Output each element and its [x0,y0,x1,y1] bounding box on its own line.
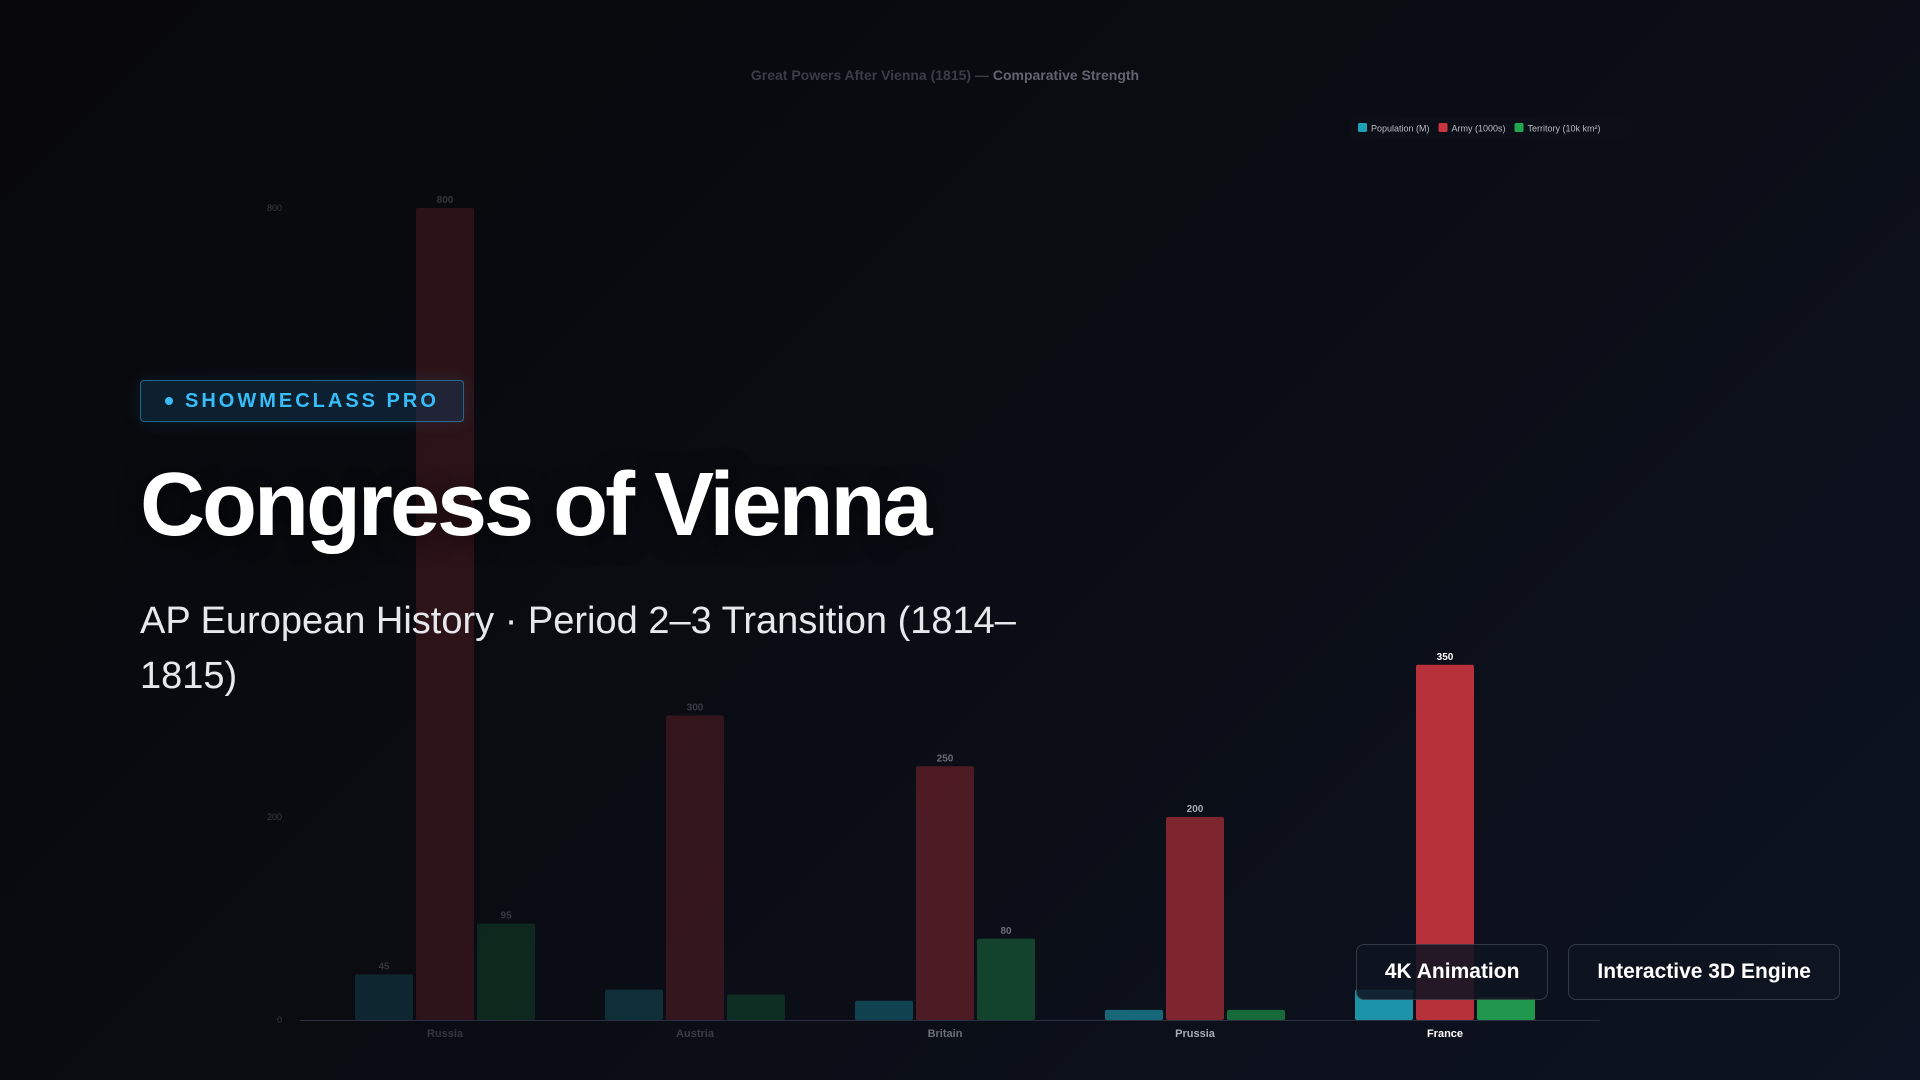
hero-overlay: SHOWMECLASS PRO Congress of Vienna AP Eu… [140,380,1040,704]
page-title: Congress of Vienna [140,455,933,555]
legend-swatch [1438,123,1448,132]
category-label: France [1427,1028,1463,1040]
bar-austria-population [605,989,663,1020]
interactive-3d-engine-button[interactable]: Interactive 3D Engine [1568,944,1840,1000]
legend-label: Territory (10k km²) [1528,124,1601,134]
value-label: 45 [378,961,390,972]
bar-russia-army [416,208,474,1020]
brand-badge: SHOWMECLASS PRO [140,380,464,422]
4k-animation-button[interactable]: 4K Animation [1355,944,1549,1000]
chart-bars: 45 800 95 300 250 80 200 350 [355,195,1535,1020]
legend-swatch [1514,123,1524,132]
bar-austria-territory [727,994,785,1020]
y-tick-label: 200 [267,812,282,822]
chart-title-dim: Great Powers After Vienna (1815) — [751,67,993,83]
bar-france-territory [1477,997,1535,1020]
y-axis: 0 200 800 [267,203,282,1025]
value-label: 95 [500,911,512,922]
x-axis: Russia Austria Britain Prussia France [300,1020,1600,1040]
legend-label: Population (M) [1371,124,1430,134]
legend-label: Army (1000s) [1452,124,1506,134]
category-label: Britain [928,1028,963,1040]
feature-buttons: 4K Animation Interactive 3D Engine [1355,944,1840,1000]
bar-britain-population [855,1000,913,1020]
bar-france-army [1416,664,1474,1020]
badge-dot-icon [165,397,173,405]
value-label: 250 [937,753,954,764]
value-label: 80 [1000,926,1012,937]
category-label: Prussia [1175,1028,1216,1040]
bar-russia-population [355,974,413,1020]
bar-britain-territory [977,938,1035,1020]
legend-background [1350,117,1630,139]
bar-prussia-population [1105,1009,1163,1020]
chart-title-bright: Comparative Strength [993,67,1139,83]
category-label: Austria [676,1028,715,1040]
value-label: 200 [1187,804,1204,815]
page-subtitle: AP European History · Period 2–3 Transit… [140,600,1016,698]
legend-swatch [1358,123,1367,132]
bar-britain-army [916,766,974,1020]
value-label: 350 [1437,652,1454,663]
chart-legend: Population (M) Army (1000s) Territory (10k… [1350,117,1630,139]
value-label: 800 [437,195,454,206]
bar-russia-territory [477,923,535,1020]
chart-title: Great Powers After Vienna (1815) — Compa… [751,67,1139,83]
bar-austria-army [666,715,724,1020]
badge-label: SHOWMECLASS PRO [185,389,439,412]
y-tick-label: 800 [267,203,282,213]
bar-prussia-territory [1227,1009,1285,1020]
bar-prussia-army [1166,817,1224,1020]
category-label: Russia [427,1028,464,1040]
y-tick-label: 0 [277,1015,282,1025]
value-label: 300 [687,703,704,714]
